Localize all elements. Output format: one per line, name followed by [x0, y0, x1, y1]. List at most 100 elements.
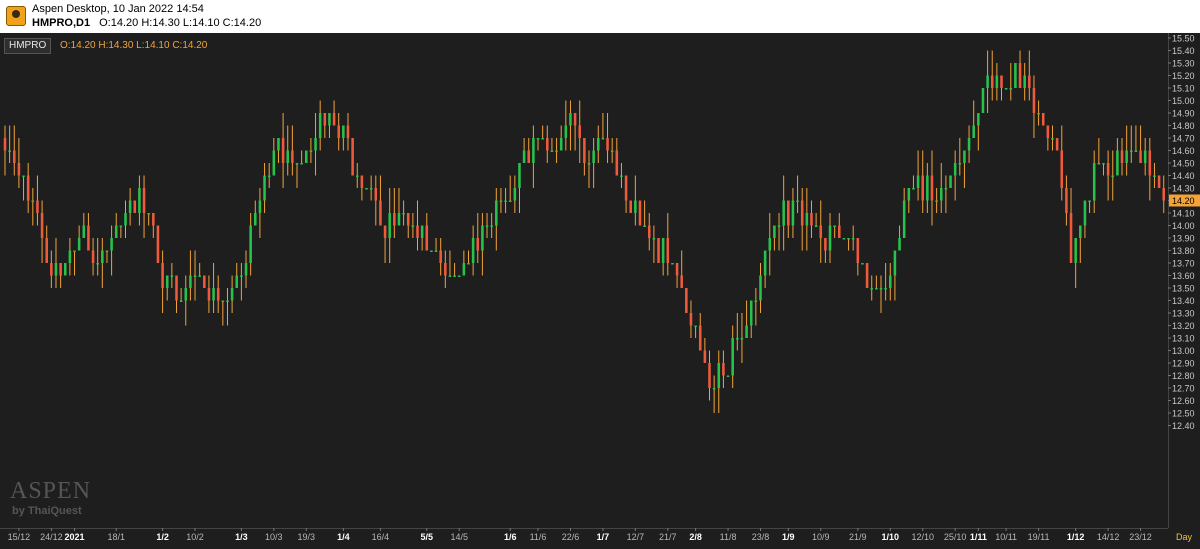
- candle-body: [457, 275, 461, 277]
- candle-body: [179, 300, 183, 302]
- candle: [374, 175, 378, 226]
- candle-body: [360, 175, 364, 188]
- candle-body: [1088, 200, 1091, 202]
- price-tick-label: 15.20: [1172, 71, 1195, 81]
- candle-body: [1069, 213, 1073, 263]
- candle: [833, 225, 836, 238]
- candlestick-chart[interactable]: [0, 33, 1168, 528]
- price-tick-label: 14.80: [1172, 121, 1195, 131]
- candle-body: [800, 200, 804, 226]
- candle: [360, 175, 364, 201]
- candle: [235, 263, 239, 288]
- candle-body: [703, 350, 707, 363]
- candle-body: [59, 263, 62, 276]
- candle-body: [425, 225, 429, 251]
- candle-body: [638, 200, 642, 226]
- candle-body: [430, 250, 433, 252]
- chart-plot-area[interactable]: [0, 33, 1168, 528]
- candle: [513, 175, 517, 213]
- candle: [198, 263, 201, 277]
- candle: [1120, 138, 1124, 176]
- candle: [916, 150, 920, 201]
- candle: [216, 275, 220, 313]
- candle: [596, 125, 600, 163]
- candle-body: [861, 263, 864, 265]
- time-axis[interactable]: 15/12 24/12 2021 18/1 1/2 10/2 1/3 10/3 19/3 1/4 1…: [0, 528, 1200, 544]
- candle-body: [138, 188, 141, 213]
- candle: [1055, 138, 1059, 151]
- candle-body: [244, 263, 248, 276]
- candle: [1000, 75, 1003, 101]
- candle: [1106, 150, 1110, 201]
- candle: [281, 113, 285, 188]
- candle-body: [1041, 113, 1045, 126]
- candle-body: [559, 138, 563, 151]
- candle: [328, 113, 331, 138]
- candle: [286, 125, 290, 176]
- candle-body: [814, 225, 818, 227]
- candle: [977, 113, 980, 151]
- candle: [467, 250, 470, 265]
- candle: [77, 225, 81, 251]
- candle-body: [161, 263, 164, 288]
- candle: [1088, 200, 1091, 213]
- candle: [22, 175, 25, 201]
- price-tick-label: 13.80: [1172, 246, 1195, 256]
- candle-body: [342, 125, 345, 138]
- period-label[interactable]: Day: [1176, 532, 1193, 542]
- candle-body: [1102, 163, 1105, 165]
- candle-body: [1092, 163, 1096, 201]
- candle: [420, 225, 424, 251]
- candle: [434, 238, 438, 252]
- time-tick-label: 1/4: [337, 532, 350, 542]
- candle: [203, 275, 206, 288]
- legend-ohlc: O:14.20 H:14.30 L:14.10 C:14.20: [60, 40, 208, 51]
- candle-body: [379, 200, 382, 226]
- candle-body: [763, 250, 767, 276]
- candle-body: [235, 275, 239, 288]
- candle-body: [745, 325, 748, 338]
- candle: [824, 238, 827, 263]
- candle-body: [36, 200, 39, 213]
- candle: [722, 350, 725, 388]
- candle-body: [977, 113, 980, 126]
- candle-body: [592, 150, 595, 163]
- candle: [685, 288, 688, 313]
- candle-body: [1079, 225, 1082, 238]
- candle-body: [879, 288, 883, 290]
- candle: [624, 175, 628, 213]
- candle: [221, 300, 225, 326]
- candle: [272, 138, 276, 176]
- candle-body: [68, 250, 72, 263]
- candle: [573, 113, 577, 151]
- candle-body: [606, 138, 609, 151]
- time-tick-label: 15/12: [8, 532, 31, 542]
- candle: [1143, 138, 1147, 176]
- candle: [332, 100, 336, 126]
- candle-body: [304, 150, 308, 163]
- candle: [620, 163, 623, 188]
- candle-body: [939, 188, 943, 201]
- candle-body: [198, 275, 201, 277]
- time-tick-label: 16/4: [372, 532, 390, 542]
- candle: [666, 213, 670, 276]
- candle-body: [50, 263, 53, 276]
- candle: [736, 313, 739, 351]
- legend-symbol[interactable]: HMPRO: [4, 38, 52, 54]
- candle-body: [420, 225, 424, 238]
- candle: [1009, 63, 1013, 101]
- candle: [1032, 75, 1036, 138]
- candle-body: [22, 175, 25, 177]
- candle: [444, 250, 447, 288]
- candle: [402, 200, 405, 226]
- candle: [175, 275, 178, 313]
- candle-body: [564, 125, 568, 138]
- price-tick-label: 13.00: [1172, 346, 1195, 356]
- price-tick-label: 14.90: [1172, 109, 1195, 119]
- price-tick-label: 13.10: [1172, 334, 1195, 344]
- app-title: Aspen Desktop, 10 Jan 2022 14:54: [32, 3, 204, 15]
- price-tick-label: 13.30: [1172, 309, 1195, 319]
- candle: [559, 125, 563, 151]
- price-axis[interactable]: 15.50 15.40 15.30 15.20 15.10 15.00 14.90 14.80…: [1168, 33, 1200, 528]
- candle-body: [754, 300, 758, 302]
